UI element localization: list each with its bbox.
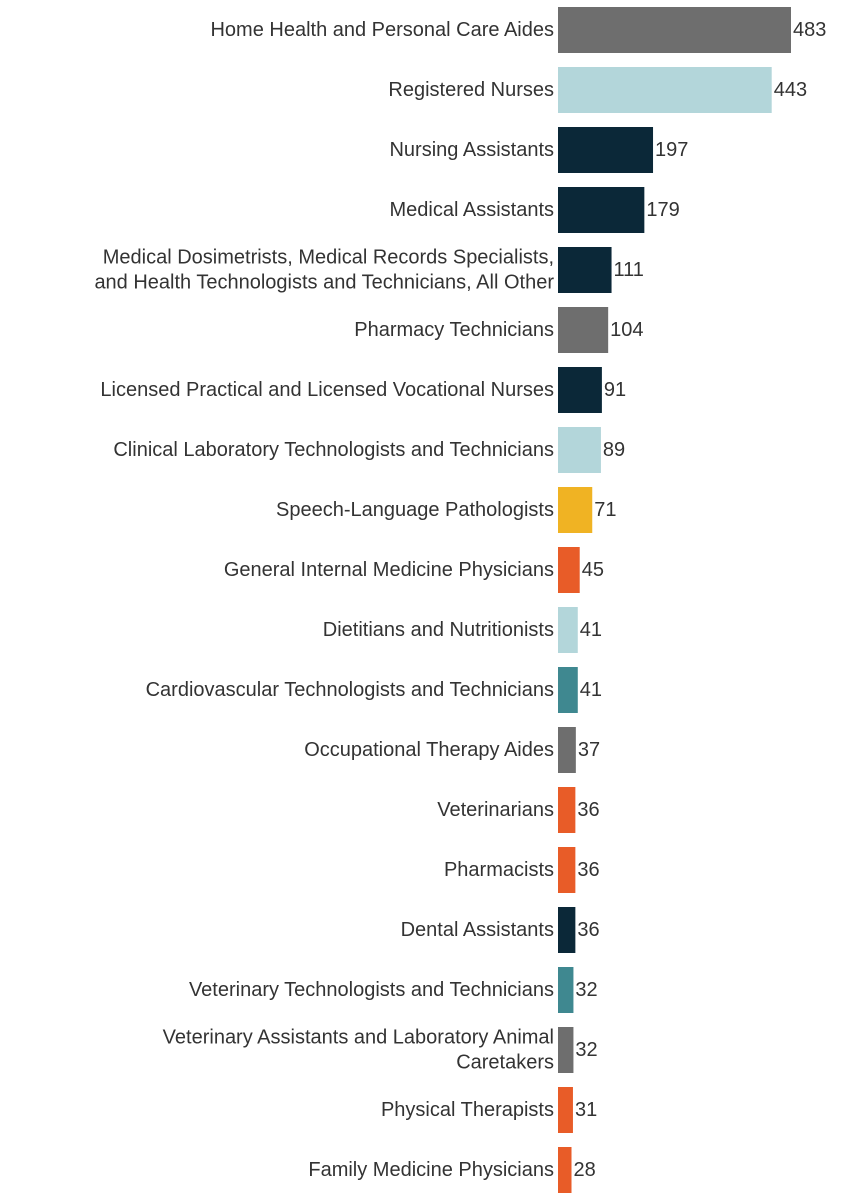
category-label: Registered Nurses xyxy=(388,79,554,101)
bar xyxy=(558,7,791,53)
bar xyxy=(558,787,576,833)
category-label-line: Home Health and Personal Care Aides xyxy=(210,19,554,41)
category-label: Veterinarians xyxy=(437,799,554,821)
category-label: Dental Assistants xyxy=(401,919,554,941)
category-label: Medical Assistants xyxy=(389,199,554,221)
category-label-line: Physical Therapists xyxy=(381,1099,554,1121)
category-label-line: Occupational Therapy Aides xyxy=(304,739,554,761)
bar xyxy=(558,127,654,173)
category-label: Veterinary Technologists and Technicians xyxy=(189,979,554,1001)
category-label-line: Family Medicine Physicians xyxy=(308,1159,554,1181)
value-label: 89 xyxy=(603,439,625,461)
value-label: 31 xyxy=(575,1099,597,1121)
value-label: 483 xyxy=(793,19,826,41)
category-label-line: Nursing Assistants xyxy=(389,139,554,161)
bar xyxy=(558,907,576,953)
category-label-line: Speech-Language Pathologists xyxy=(276,499,554,521)
bar xyxy=(558,847,576,893)
category-label: Licensed Practical and Licensed Vocation… xyxy=(100,379,554,401)
bar xyxy=(558,547,580,593)
bar xyxy=(558,247,612,293)
value-label: 197 xyxy=(655,139,688,161)
value-label: 443 xyxy=(774,79,807,101)
category-label-line: Pharmacy Technicians xyxy=(354,319,554,341)
value-label: 111 xyxy=(614,259,644,281)
category-label: Occupational Therapy Aides xyxy=(304,739,554,761)
bar xyxy=(558,1087,573,1133)
category-label-line: and Health Technologists and Technicians… xyxy=(94,272,554,294)
category-label: Speech-Language Pathologists xyxy=(276,499,554,521)
value-label: 37 xyxy=(578,739,600,761)
value-label: 179 xyxy=(646,199,679,221)
category-label: Home Health and Personal Care Aides xyxy=(210,19,554,41)
bar xyxy=(558,1147,572,1193)
category-label-line: Medical Assistants xyxy=(389,199,554,221)
category-label: Pharmacists xyxy=(444,859,554,881)
bar xyxy=(558,427,601,473)
category-label-line: Dietitians and Nutritionists xyxy=(323,619,554,641)
value-label: 41 xyxy=(580,679,602,701)
bars xyxy=(558,7,791,1193)
bar xyxy=(558,967,574,1013)
bar xyxy=(558,187,645,233)
bar xyxy=(558,487,593,533)
bar xyxy=(558,367,602,413)
category-label: General Internal Medicine Physicians xyxy=(224,559,554,581)
value-label: 36 xyxy=(577,799,599,821)
bar xyxy=(558,67,772,113)
category-label-line: Licensed Practical and Licensed Vocation… xyxy=(100,379,554,401)
category-label-line: Clinical Laboratory Technologists and Te… xyxy=(113,439,554,461)
category-label: Veterinary Assistants and Laboratory Ani… xyxy=(163,1027,554,1074)
category-label-line: Pharmacists xyxy=(444,859,554,881)
category-label: Physical Therapists xyxy=(381,1099,554,1121)
value-label: 32 xyxy=(575,1039,597,1061)
category-label-line: Cardiovascular Technologists and Technic… xyxy=(146,679,554,701)
category-label: Nursing Assistants xyxy=(389,139,554,161)
value-label: 41 xyxy=(580,619,602,641)
value-label: 36 xyxy=(577,919,599,941)
category-label: Clinical Laboratory Technologists and Te… xyxy=(113,439,554,461)
category-label-line: Medical Dosimetrists, Medical Records Sp… xyxy=(103,247,554,269)
category-label-line: Veterinary Technologists and Technicians xyxy=(189,979,554,1001)
bar xyxy=(558,1027,574,1073)
value-label: 36 xyxy=(577,859,599,881)
bar xyxy=(558,727,576,773)
value-label: 91 xyxy=(604,379,626,401)
bar xyxy=(558,607,578,653)
value-label: 104 xyxy=(610,319,643,341)
category-labels: Home Health and Personal Care Aides Regis… xyxy=(94,19,554,1181)
value-label: 45 xyxy=(582,559,604,581)
category-label-line: Veterinary Assistants and Laboratory Ani… xyxy=(163,1027,554,1049)
bar xyxy=(558,667,578,713)
category-label: Cardiovascular Technologists and Technic… xyxy=(146,679,554,701)
value-label: 28 xyxy=(574,1159,596,1181)
value-labels: 483 443 197 179 111 104 91 89 71 45 41 41 37 36 36 36 32… xyxy=(574,19,827,1181)
category-label-line: Veterinarians xyxy=(437,799,554,821)
category-label-line: Registered Nurses xyxy=(388,79,554,101)
category-label: Dietitians and Nutritionists xyxy=(323,619,554,641)
category-label-line: Caretakers xyxy=(456,1052,554,1074)
category-label-line: Dental Assistants xyxy=(401,919,554,941)
category-label: Family Medicine Physicians xyxy=(308,1159,554,1181)
value-label: 32 xyxy=(575,979,597,1001)
bar xyxy=(558,307,609,353)
category-label: Pharmacy Technicians xyxy=(354,319,554,341)
category-label: Medical Dosimetrists, Medical Records Sp… xyxy=(94,247,554,294)
value-label: 71 xyxy=(594,499,616,521)
category-label-line: General Internal Medicine Physicians xyxy=(224,559,554,581)
